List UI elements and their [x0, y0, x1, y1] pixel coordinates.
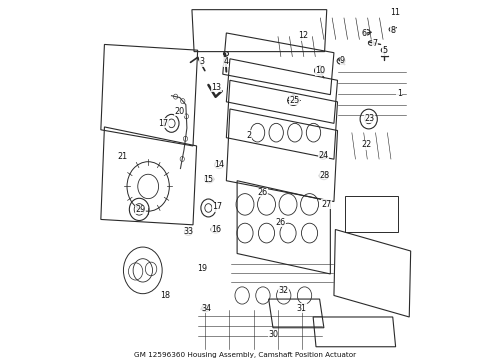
Text: 26: 26 — [275, 218, 285, 227]
Text: 5: 5 — [382, 46, 388, 55]
Text: 15: 15 — [203, 175, 214, 184]
Text: 3: 3 — [199, 57, 204, 66]
Text: GM 12596360 Housing Assembly, Camshaft Position Actuator: GM 12596360 Housing Assembly, Camshaft P… — [134, 352, 356, 358]
Text: 16: 16 — [211, 225, 221, 234]
Text: 34: 34 — [201, 304, 211, 313]
Text: 20: 20 — [174, 107, 185, 116]
Text: 28: 28 — [319, 171, 330, 180]
Text: 12: 12 — [298, 31, 308, 40]
Text: 22: 22 — [362, 140, 372, 149]
Text: 31: 31 — [296, 304, 307, 313]
Text: 29: 29 — [135, 205, 146, 214]
Text: 4: 4 — [224, 57, 229, 66]
Text: 1: 1 — [397, 89, 402, 98]
Text: 25: 25 — [290, 96, 299, 105]
Text: 17: 17 — [212, 202, 222, 211]
Text: 33: 33 — [183, 228, 194, 237]
Text: 27: 27 — [321, 200, 332, 209]
Text: 13: 13 — [211, 83, 221, 92]
Text: 30: 30 — [268, 330, 278, 339]
Text: 9: 9 — [340, 57, 345, 66]
Text: 18: 18 — [160, 291, 171, 300]
Text: 32: 32 — [279, 286, 289, 295]
Text: 14: 14 — [214, 161, 224, 170]
Text: 11: 11 — [391, 8, 401, 17]
Text: 19: 19 — [197, 265, 208, 274]
Text: 17: 17 — [158, 119, 168, 128]
Text: 21: 21 — [117, 152, 127, 161]
Text: 23: 23 — [365, 114, 375, 123]
Text: 2: 2 — [246, 131, 251, 140]
Text: 24: 24 — [318, 151, 328, 160]
Text: 7: 7 — [372, 39, 377, 48]
Text: 8: 8 — [390, 26, 395, 35]
Text: 10: 10 — [315, 66, 325, 75]
Text: 6: 6 — [362, 29, 367, 38]
Text: 26: 26 — [257, 188, 267, 197]
